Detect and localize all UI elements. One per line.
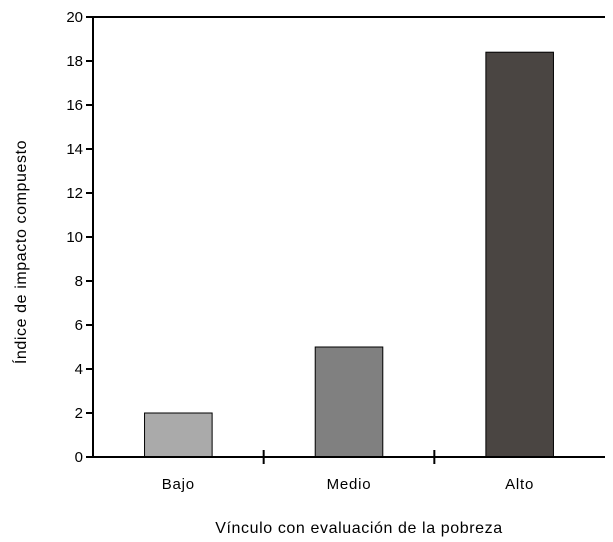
y-tick-label: 20 (66, 9, 83, 26)
x-ticks (262, 450, 436, 464)
x-axis: Bajo Medio Alto (93, 450, 605, 493)
x-axis-title: Vínculo con evaluación de la pobreza (215, 520, 503, 537)
y-tick-label: 14 (66, 141, 83, 158)
x-tick-labels: Bajo Medio Alto (162, 476, 534, 493)
y-tick-label: 8 (75, 273, 83, 290)
y-axis: 0 2 4 6 8 10 12 14 16 18 20 (66, 9, 605, 466)
y-tick-label: 6 (75, 317, 83, 334)
y-tick-label: 2 (75, 405, 83, 422)
bar-medio (314, 346, 384, 458)
y-tick-label: 0 (75, 449, 83, 466)
y-axis-title: Índice de impacto compuesto (11, 140, 30, 364)
bars-group (144, 51, 554, 458)
x-tick-label: Bajo (162, 476, 195, 493)
y-tick-label: 16 (66, 97, 83, 114)
y-tick-label: 12 (66, 185, 83, 202)
y-tick-label: 18 (66, 53, 83, 70)
x-tick-label: Medio (327, 476, 372, 493)
y-ticks: 0 2 4 6 8 10 12 14 16 18 20 (66, 9, 93, 466)
y-tick-label: 10 (66, 229, 83, 246)
y-tick-label: 4 (75, 361, 83, 378)
bar-alto (485, 51, 554, 458)
bar-bajo (144, 412, 213, 458)
x-tick-label: Alto (505, 476, 534, 493)
